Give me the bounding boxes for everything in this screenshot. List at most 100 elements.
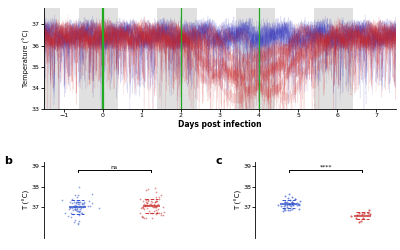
Bar: [44, 8, 60, 109]
Point: [69, 201, 75, 205]
Point: [143, 198, 149, 202]
Point: [282, 200, 288, 204]
Point: [289, 200, 296, 204]
Point: [292, 196, 298, 200]
Point: [69, 208, 76, 212]
Point: [72, 202, 78, 206]
Point: [290, 202, 296, 206]
Point: [148, 199, 154, 203]
Point: [142, 203, 149, 207]
Point: [289, 201, 296, 205]
Point: [142, 203, 149, 207]
Point: [157, 193, 164, 197]
Point: [145, 187, 151, 191]
Point: [78, 211, 85, 215]
Point: [140, 198, 146, 202]
Point: [296, 202, 302, 206]
Point: [153, 205, 160, 209]
Point: [151, 200, 158, 204]
Point: [144, 206, 151, 210]
Point: [76, 207, 83, 211]
Point: [366, 208, 372, 212]
Point: [356, 211, 362, 215]
Point: [284, 205, 291, 209]
Point: [143, 216, 149, 220]
Point: [143, 200, 150, 204]
Point: [141, 216, 148, 220]
Point: [294, 201, 300, 205]
Point: [75, 221, 82, 225]
Point: [79, 202, 86, 206]
Point: [78, 211, 84, 215]
Point: [70, 212, 76, 216]
Point: [287, 208, 294, 212]
Point: [365, 211, 371, 215]
Point: [79, 201, 85, 205]
Point: [72, 208, 79, 212]
Point: [280, 207, 287, 211]
Point: [360, 211, 367, 215]
Point: [147, 211, 153, 215]
Point: [77, 209, 84, 213]
Point: [76, 213, 82, 217]
Point: [158, 213, 164, 217]
Point: [289, 207, 296, 211]
Point: [152, 204, 159, 208]
Point: [287, 203, 293, 207]
Point: [140, 215, 146, 219]
Point: [144, 203, 150, 207]
Point: [358, 219, 364, 223]
Point: [75, 185, 82, 189]
Point: [287, 198, 294, 202]
Point: [71, 200, 77, 204]
Point: [137, 211, 143, 215]
Point: [278, 204, 284, 208]
Point: [289, 200, 295, 204]
Point: [139, 215, 146, 219]
Point: [281, 204, 288, 208]
Point: [152, 186, 158, 190]
Point: [66, 200, 73, 203]
Point: [140, 205, 146, 209]
Point: [69, 206, 76, 210]
Point: [72, 207, 79, 211]
Point: [85, 204, 91, 208]
Point: [75, 200, 81, 203]
Point: [148, 204, 155, 208]
Point: [160, 210, 167, 214]
Point: [71, 207, 78, 211]
Point: [160, 214, 166, 218]
Point: [147, 202, 154, 205]
Point: [76, 210, 82, 214]
Text: ns: ns: [111, 165, 118, 170]
Point: [137, 197, 144, 201]
Point: [288, 204, 294, 208]
Point: [356, 220, 363, 224]
Point: [74, 200, 80, 204]
Point: [296, 207, 302, 211]
Point: [76, 219, 82, 223]
Point: [66, 207, 72, 211]
Point: [284, 202, 290, 206]
Point: [140, 202, 147, 206]
Point: [148, 202, 154, 205]
Text: b: b: [4, 156, 12, 166]
Y-axis label: T (°C): T (°C): [23, 190, 30, 210]
Point: [289, 202, 296, 206]
Point: [284, 208, 291, 212]
Point: [142, 197, 148, 201]
Point: [65, 214, 72, 218]
Point: [149, 211, 156, 215]
Point: [286, 202, 292, 205]
Point: [74, 209, 80, 213]
Point: [74, 222, 81, 226]
Point: [295, 202, 301, 206]
Point: [143, 188, 149, 192]
Point: [73, 195, 80, 199]
Point: [153, 212, 160, 216]
Bar: [314, 8, 353, 109]
Point: [71, 204, 77, 208]
Point: [294, 204, 300, 208]
Y-axis label: Temperature (°C): Temperature (°C): [23, 30, 30, 87]
Point: [72, 207, 78, 211]
